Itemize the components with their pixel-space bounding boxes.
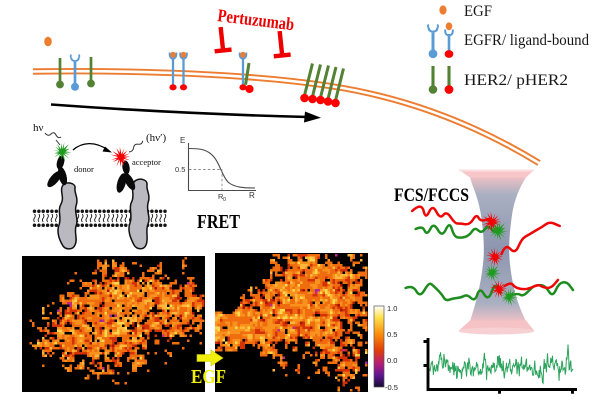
svg-text:-0.5: -0.5 [385,383,398,392]
svg-text:FCS/FCCS: FCS/FCCS [394,185,469,206]
svg-text:0: 0 [223,197,226,203]
svg-text:acceptor: acceptor [132,157,161,167]
svg-text:hν: hν [33,122,44,134]
svg-text:R: R [218,192,224,201]
svg-text:0.5: 0.5 [175,165,185,174]
svg-text:EGF: EGF [191,367,226,388]
svg-text:FRET: FRET [197,211,241,233]
svg-text:R: R [249,191,255,200]
svg-text:EGF: EGF [464,3,492,20]
svg-text:0.5: 0.5 [387,330,397,339]
svg-text:E: E [180,136,185,145]
svg-text:HER2/ pHER2: HER2/ pHER2 [464,72,568,89]
svg-text:1.0: 1.0 [387,304,397,313]
svg-text:donor: donor [74,164,94,174]
svg-text:EGFR/ ligand-bound: EGFR/ ligand-bound [464,32,589,49]
svg-text:(hν′): (hν′) [146,132,167,144]
svg-text:Pertuzumab: Pertuzumab [217,5,296,34]
svg-text:0.0: 0.0 [387,356,397,365]
